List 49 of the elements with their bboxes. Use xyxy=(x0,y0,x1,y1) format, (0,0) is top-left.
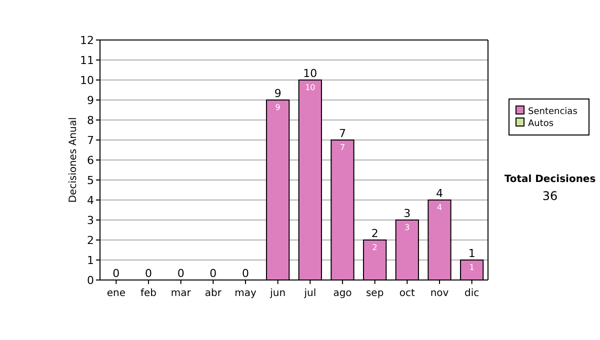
text: 36 xyxy=(542,189,558,203)
y-tick-label: 2 xyxy=(87,234,94,247)
data-label: 1 xyxy=(469,263,474,272)
x-tick-label: ago xyxy=(333,288,352,299)
total-label: 0 xyxy=(145,267,152,280)
total-label: 10 xyxy=(303,67,318,80)
text: Total Decisiones xyxy=(504,174,596,185)
data-label: 2 xyxy=(372,243,378,252)
total-label: 9 xyxy=(274,87,282,100)
x-tick-label: mar xyxy=(170,288,192,299)
x-tick-label: ene xyxy=(106,288,126,299)
x-tick-label: abr xyxy=(204,288,222,299)
data-label: 10 xyxy=(305,83,316,92)
y-tick-label: 0 xyxy=(87,274,94,287)
total-label: 0 xyxy=(242,267,249,280)
y-tick-label: 7 xyxy=(87,134,94,147)
x-tick-label: jun xyxy=(269,288,286,299)
data-label: 7 xyxy=(340,143,346,152)
y-tick-label: 12 xyxy=(80,34,94,47)
x-tick-label: feb xyxy=(140,288,157,299)
x-tick-label: may xyxy=(234,288,256,299)
legend-label: Sentencias xyxy=(528,107,578,117)
y-tick-label: 8 xyxy=(87,114,94,127)
total-label: 0 xyxy=(210,267,217,280)
y-tick-label: 4 xyxy=(87,194,94,207)
legend-label: Autos xyxy=(528,119,554,129)
x-tick-label: oct xyxy=(399,288,416,299)
y-tick-label: 11 xyxy=(80,54,94,67)
y-tick-label: 6 xyxy=(87,154,94,167)
y-tick-label: 1 xyxy=(87,254,94,267)
x-tick-label: nov xyxy=(430,288,449,299)
data-label: 4 xyxy=(436,203,442,212)
total-label: 3 xyxy=(404,207,411,220)
y-axis-title: Decisiones Anual xyxy=(68,117,79,203)
total-label: 2 xyxy=(371,227,378,240)
total-label: 0 xyxy=(112,267,120,280)
total-label: 4 xyxy=(436,187,443,200)
total-label: 1 xyxy=(468,247,476,260)
x-tick-label: jul xyxy=(303,288,316,299)
total-label: 7 xyxy=(339,127,346,140)
y-tick-label: 5 xyxy=(87,174,94,187)
y-tick-label: 9 xyxy=(87,94,94,107)
x-tick-label: dic xyxy=(464,288,480,299)
total-label: 0 xyxy=(177,267,184,280)
x-tick-label: sep xyxy=(366,288,384,299)
data-label: 3 xyxy=(404,223,410,232)
y-tick-label: 10 xyxy=(80,74,94,87)
y-tick-label: 3 xyxy=(87,214,94,227)
data-label: 9 xyxy=(275,103,280,112)
